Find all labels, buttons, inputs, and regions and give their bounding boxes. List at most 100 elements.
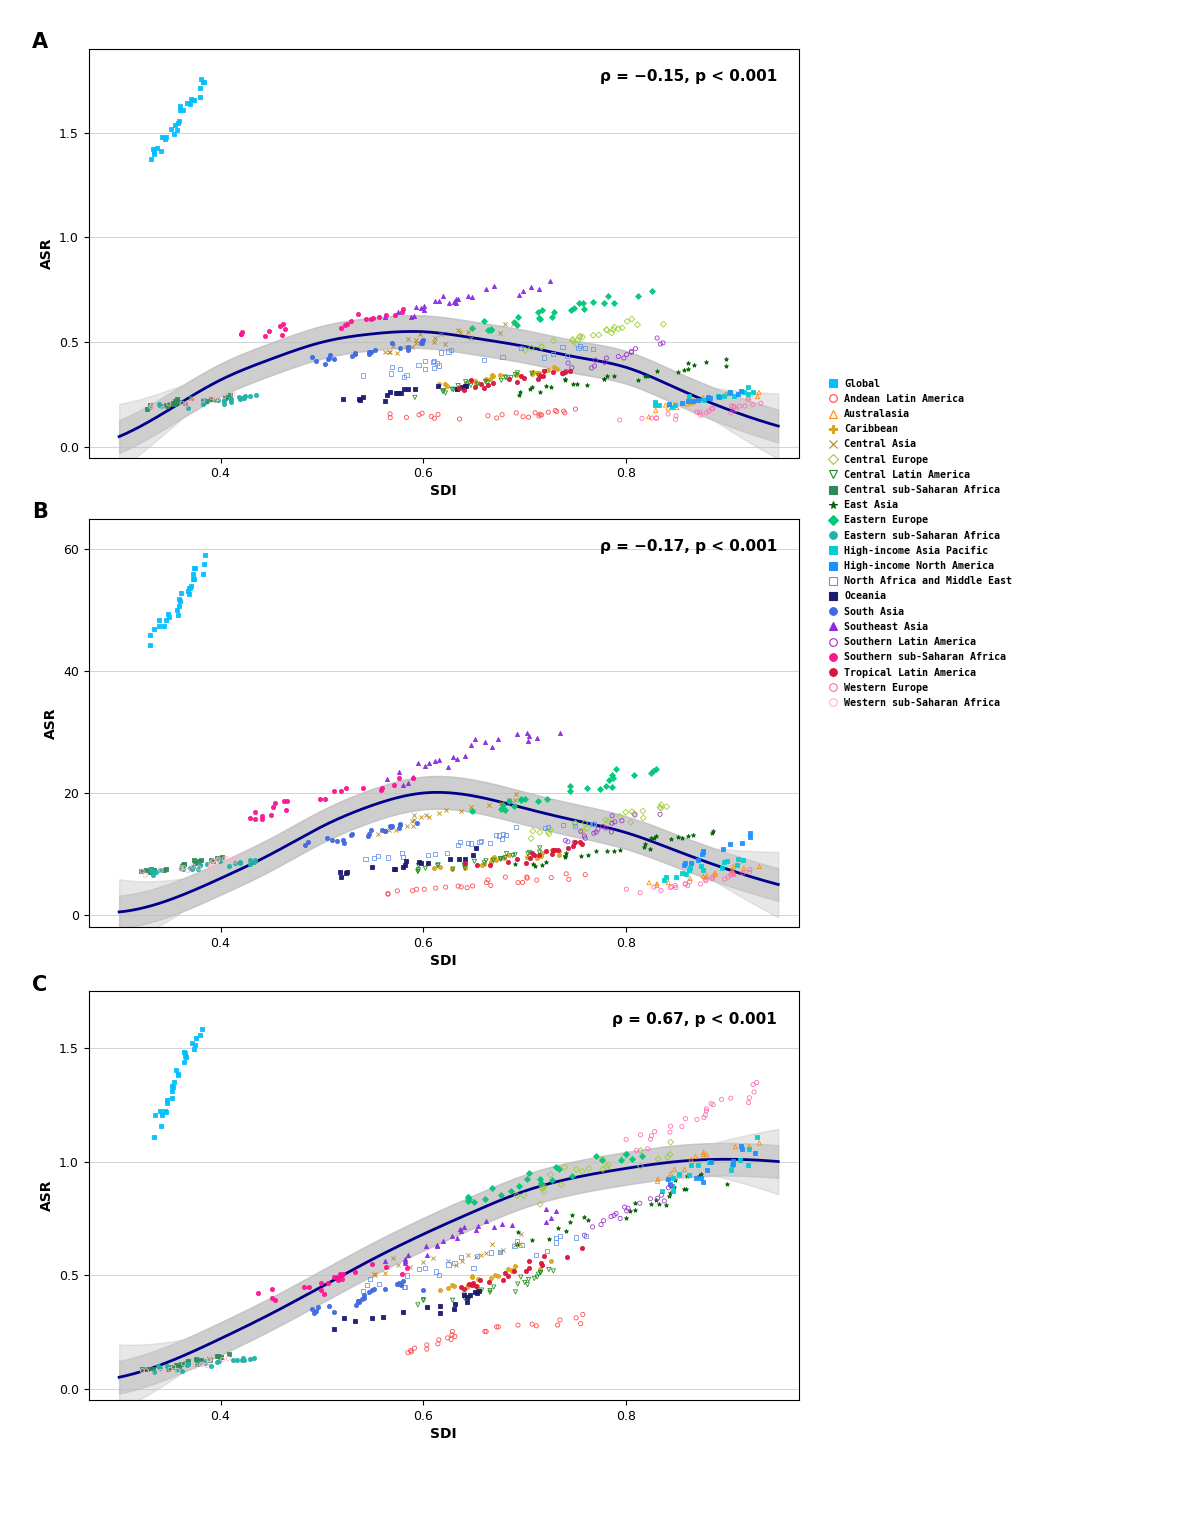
Point [162,1078,181,1103]
Point [616,1206,635,1231]
Point [450,287,468,311]
Point [523,375,542,400]
Point [556,360,575,384]
Point [357,1273,376,1298]
Point [179,859,198,883]
Point [506,1254,525,1278]
Point [434,1229,453,1254]
Point [659,1176,678,1200]
Point [641,1127,660,1151]
Point [693,1170,712,1194]
Point [675,872,694,897]
Point [531,1250,550,1275]
Point [538,819,557,843]
Point [169,110,188,134]
Point [354,1278,373,1302]
Point [618,310,636,334]
Point [741,857,759,881]
Point [356,848,375,872]
Point [646,393,665,418]
Point [413,401,432,425]
Point [610,837,629,862]
Point [531,1261,550,1286]
Point [541,817,560,842]
Point [428,852,447,877]
Point [508,846,526,871]
Point [459,1186,478,1211]
Point [489,727,508,752]
Point [641,825,660,849]
Point [334,387,353,412]
Point [381,401,400,425]
Point [544,360,563,384]
Point [596,816,615,840]
Point [386,857,405,881]
Point [607,1202,626,1226]
Point [472,1278,491,1302]
Point [659,401,678,425]
Point [599,808,618,833]
Point [427,1260,446,1284]
Point [439,755,458,779]
Point [477,1241,496,1266]
Point [179,1351,198,1376]
Point [439,1252,458,1276]
Point [428,403,447,427]
Point [305,1301,324,1325]
Point [460,371,479,395]
Point [484,848,503,872]
Point [648,1186,667,1211]
Point [172,1353,190,1377]
Point [571,1312,590,1336]
Point [557,1218,576,1243]
Point [461,368,480,392]
X-axis label: SDI: SDI [431,1427,457,1441]
Point [530,403,549,427]
Point [567,1225,586,1249]
Point [438,1325,457,1350]
Point [543,837,562,862]
Point [468,1243,487,1267]
Point [408,1293,427,1318]
Point [681,1153,700,1177]
Point [214,392,233,416]
Point [403,766,422,790]
Point [724,384,743,409]
Point [645,875,664,900]
Point [576,1225,595,1249]
Point [519,1257,538,1281]
Point [319,1293,338,1318]
Point [392,381,411,406]
Point [549,842,568,866]
Point [384,857,403,881]
Point [594,1208,613,1232]
Point [403,766,422,790]
Point [719,380,738,404]
Point [252,804,271,828]
Point [190,852,209,877]
Point [206,389,225,413]
Point [660,1119,679,1144]
Point [450,846,468,871]
Point [610,1206,629,1231]
Point [724,393,743,418]
Point [276,317,295,342]
Point [521,846,539,871]
Point [603,766,622,790]
Point [595,366,614,390]
Point [543,342,562,366]
Point [476,1319,494,1344]
Point [444,1273,463,1298]
Point [641,837,660,862]
Point [616,1142,635,1167]
Point [325,779,344,804]
Point [674,358,693,383]
Point [151,859,170,883]
Point [605,839,623,863]
Point [408,859,427,883]
Point [362,1278,381,1302]
Point [429,374,448,398]
Point [200,1347,219,1371]
Point [144,1360,163,1385]
Point [534,1176,552,1200]
